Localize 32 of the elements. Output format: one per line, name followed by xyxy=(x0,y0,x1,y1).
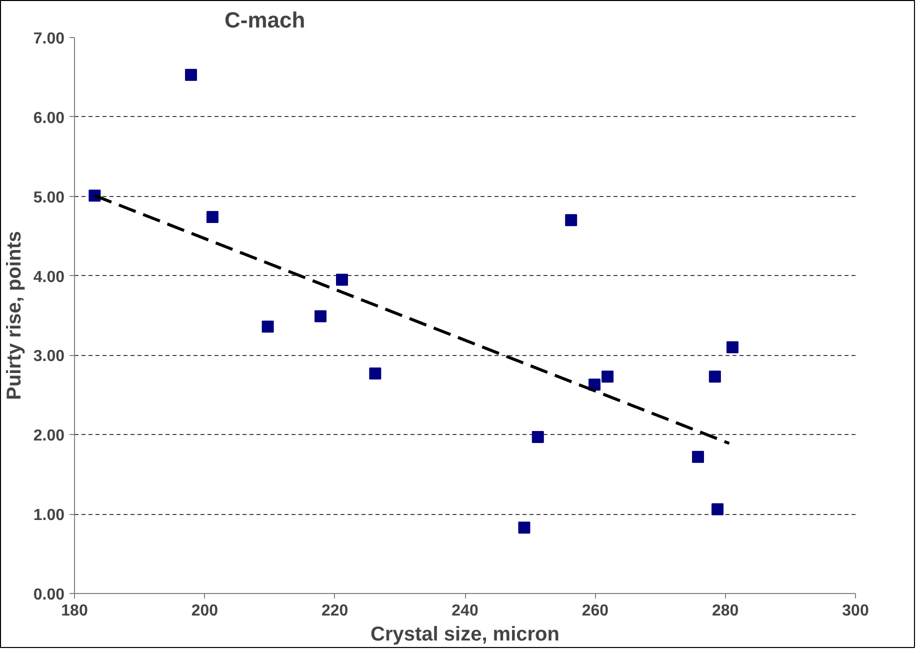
point xyxy=(314,310,327,322)
point xyxy=(262,320,274,333)
y-tick-label: 3.00 xyxy=(33,348,65,366)
point xyxy=(692,450,704,463)
point xyxy=(369,367,382,380)
y-tick-label: 5.00 xyxy=(33,189,65,206)
point xyxy=(726,341,738,354)
y-tick-label: 0.00 xyxy=(33,586,65,604)
y-tick-label: 2.00 xyxy=(33,428,65,445)
point xyxy=(206,211,218,224)
chart-title: C-mach xyxy=(224,8,306,32)
point xyxy=(708,370,721,383)
x-axis-title: Crystal size, micron xyxy=(370,624,560,646)
point xyxy=(532,431,544,444)
x-tick-label: 280 xyxy=(712,602,739,620)
point xyxy=(518,522,530,534)
y-tick-label: 6.00 xyxy=(33,110,65,127)
y-tick-label: 7.00 xyxy=(33,30,65,48)
point xyxy=(602,370,614,383)
x-tick-label: 240 xyxy=(452,602,478,620)
x-tick-label: 220 xyxy=(321,602,348,620)
y-tick-label: 1.00 xyxy=(33,507,65,524)
x-tick-label: 260 xyxy=(582,602,609,620)
x-tick-label: 200 xyxy=(191,602,218,620)
y-axis-title: Puirty rise, points xyxy=(3,231,26,400)
point xyxy=(185,68,197,81)
y-tick-label: 4.00 xyxy=(33,268,65,286)
x-tick-label: 300 xyxy=(842,602,869,620)
x-tick-label: 180 xyxy=(61,602,88,620)
point xyxy=(565,214,578,226)
point xyxy=(336,274,348,286)
point xyxy=(712,503,724,516)
